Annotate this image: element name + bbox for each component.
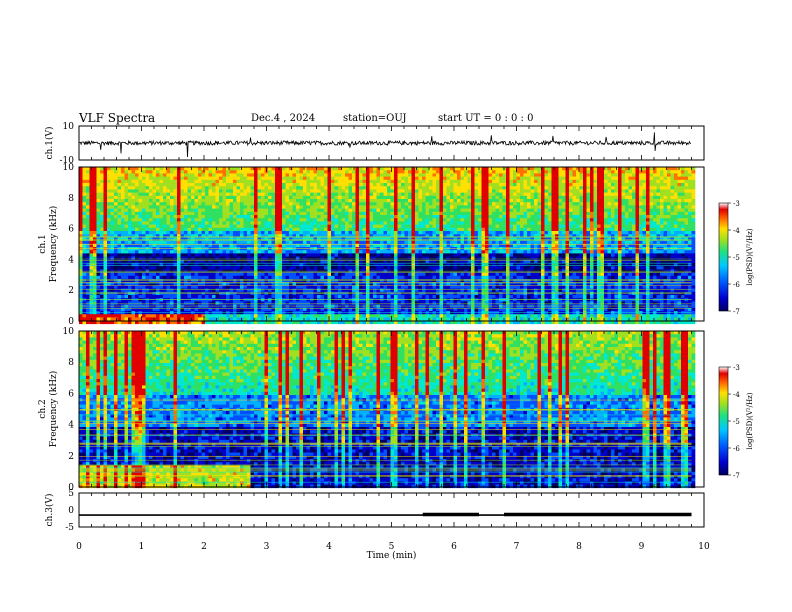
ch2-spectrogram-ytick-label: 8 — [68, 358, 74, 368]
ch2-spectrogram-ytick-label: 4 — [68, 421, 74, 431]
ch3-ytick-label: 0 — [68, 506, 74, 516]
ch1-spectrogram-ytick-label: 8 — [68, 194, 74, 204]
ch1-spectrogram-colorbar-tick: -3 — [733, 200, 740, 208]
ch2-spectrogram-colorbar — [718, 366, 729, 476]
x-tick-label: 4 — [326, 542, 332, 552]
ch2-spectrogram-colorbar-label: log(PSD)(V²/Hz) — [746, 392, 754, 449]
ch1-spectrogram-ylabel-channel: ch.1 — [38, 234, 48, 253]
ch2-spectrogram-colorbar-tick: -3 — [733, 364, 740, 372]
ch2-spectrogram-colorbar-tick: -4 — [733, 391, 740, 399]
ch2-spectrogram-ylabel-channel: ch.2 — [38, 399, 48, 418]
x-axis-label: Time (min) — [367, 550, 417, 561]
x-tick-label: 6 — [451, 542, 457, 552]
ch2-spectrogram-ytick-label: 2 — [68, 452, 74, 462]
ch2-spectrogram-ytick-label: 10 — [63, 327, 75, 337]
x-tick-label: 10 — [698, 542, 710, 552]
ch1-spectrogram-ytick-label: 4 — [68, 255, 74, 265]
ch1-waveform-trace — [78, 132, 692, 158]
x-tick-label: 5 — [389, 542, 395, 552]
ch2-spectrogram-ylabel: Frequency (kHz) — [48, 371, 59, 448]
ch1-spectrogram-colorbar — [718, 202, 729, 312]
date-label: Dec.4 , 2024 — [251, 113, 316, 124]
ch2-spectrogram-band-lines — [79, 399, 692, 483]
chart-title: VLF Spectra — [79, 111, 156, 125]
ch1-spectrogram-heatmap — [79, 167, 696, 325]
ch2-spectrogram-heatmap — [79, 331, 696, 489]
ch1-spectrogram-ytick-label: 2 — [68, 286, 74, 296]
ch2-spectrogram-ytick-label: 0 — [68, 483, 74, 493]
ch1-spectrogram-colorbar-tick: -4 — [733, 227, 740, 235]
x-tick-label: 2 — [201, 542, 207, 552]
x-tick-label: 7 — [514, 542, 520, 552]
start-time-label: start UT = 0 : 0 : 0 — [438, 113, 534, 124]
ch1-spectrogram-ytick-label: 0 — [68, 317, 74, 327]
ch1-spectrogram-ylabel: Frequency (kHz) — [48, 206, 59, 283]
ch1-ytick-label: -10 — [60, 156, 75, 166]
ch3-ytick-label: -5 — [65, 523, 74, 533]
x-tick-label: 8 — [576, 542, 582, 552]
ch2-spectrogram-colorbar-tick: -5 — [733, 418, 740, 426]
ch3-waveform-ylabel: ch.3(V) — [44, 494, 55, 527]
ch1-waveform-axes — [78, 125, 705, 161]
x-tick-label: 9 — [639, 542, 645, 552]
ch1-spectrogram-ytick-label: 10 — [63, 163, 75, 173]
ch1-spectrogram-colorbar-tick: -7 — [733, 308, 740, 316]
ch2-spectrogram-colorbar-tick: -6 — [733, 445, 740, 453]
ch1-spectrogram-band-lines — [79, 235, 692, 313]
ch3-ytick-label: 5 — [68, 489, 74, 499]
ch2-spectrogram-colorbar-tick: -7 — [733, 472, 740, 480]
x-tick-label: 0 — [76, 542, 82, 552]
ch1-waveform-ylabel: ch.1(V) — [44, 127, 55, 160]
ch1-spectrogram-colorbar-tick: -6 — [733, 281, 740, 289]
station-label: station=OUJ — [343, 113, 407, 124]
ch1-spectrogram-colorbar-label: log(PSD)(V²/Hz) — [746, 228, 754, 285]
ch1-spectrogram-colorbar-tick: -5 — [733, 254, 740, 262]
x-tick-label: 1 — [139, 542, 145, 552]
ch1-ytick-label: 10 — [63, 122, 75, 132]
ch3-waveform-axes — [78, 492, 705, 528]
ch1-spectrogram-ytick-label: 6 — [68, 225, 74, 235]
ch2-spectrogram-ytick-label: 6 — [68, 389, 74, 399]
x-tick-label: 3 — [264, 542, 270, 552]
